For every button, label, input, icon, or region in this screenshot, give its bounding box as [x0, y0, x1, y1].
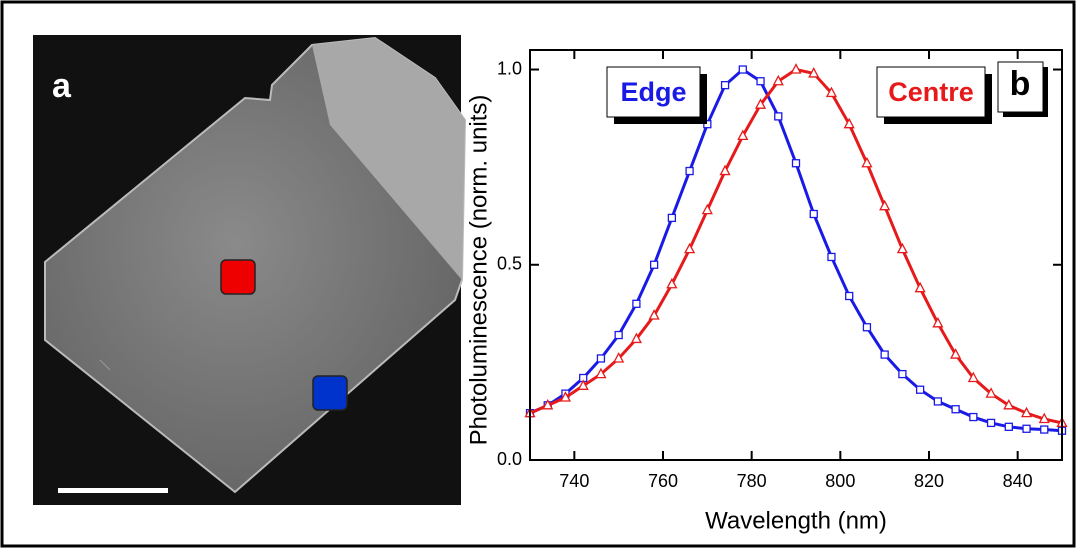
marker — [772, 74, 784, 86]
marker — [754, 98, 767, 109]
marker — [703, 120, 712, 129]
marker — [862, 323, 872, 332]
marker — [685, 166, 694, 176]
marker — [649, 260, 659, 269]
x-tick-label: 780 — [737, 471, 767, 491]
marker — [896, 242, 908, 254]
marker — [630, 332, 642, 344]
scale-bar — [58, 488, 168, 493]
marker — [667, 213, 677, 223]
marker — [951, 405, 960, 414]
x-tick-label: 760 — [648, 471, 678, 491]
plot-area — [524, 63, 1068, 435]
marker — [666, 277, 678, 289]
marker — [613, 352, 625, 363]
marker — [577, 379, 589, 390]
marker — [915, 385, 925, 394]
marker — [1040, 425, 1049, 434]
marker — [756, 77, 765, 86]
marker — [1038, 412, 1050, 424]
marker — [825, 86, 838, 98]
panel-label: a — [52, 67, 72, 105]
marker — [967, 371, 979, 383]
marker — [559, 391, 572, 402]
marker — [719, 164, 731, 176]
centre-marker — [220, 259, 256, 295]
marker — [1004, 422, 1013, 431]
marker — [845, 291, 854, 301]
marker — [914, 281, 926, 293]
marker — [932, 316, 944, 328]
marker — [701, 203, 713, 215]
marker — [985, 387, 997, 398]
edge-marker — [312, 375, 348, 411]
y-tick-label: 1.0 — [497, 58, 522, 78]
marker — [632, 299, 641, 308]
legend-label: Centre — [888, 77, 974, 107]
x-axis-label: Wavelength (nm) — [705, 507, 887, 534]
marker — [898, 369, 907, 379]
legend-box — [606, 66, 701, 118]
legend-label: Edge — [620, 77, 686, 107]
marker — [791, 159, 801, 168]
marker — [648, 309, 660, 320]
marker — [1022, 424, 1031, 433]
marker — [684, 242, 696, 254]
y-tick-label: 0.5 — [497, 254, 522, 274]
x-tick-label: 820 — [914, 471, 944, 491]
panel-label: b — [1010, 65, 1031, 103]
marker — [738, 65, 747, 74]
legend-box — [876, 66, 986, 118]
marker — [933, 397, 943, 406]
sem-image: a — [33, 35, 467, 505]
marker — [774, 112, 783, 121]
marker — [880, 350, 889, 359]
panel-label-box — [997, 61, 1044, 113]
marker — [1020, 406, 1033, 418]
marker — [969, 412, 978, 422]
marker — [614, 330, 623, 340]
marker — [542, 398, 554, 410]
marker — [808, 67, 820, 78]
marker — [827, 252, 836, 262]
marker — [809, 209, 818, 219]
x-tick-label: 800 — [825, 471, 855, 491]
plot-frame — [529, 49, 1063, 461]
y-axis-label: Photoluminescence (norm. units) — [465, 95, 492, 446]
x-tick-label: 840 — [1003, 471, 1033, 491]
y-tick-label: 0.0 — [497, 449, 522, 469]
marker — [596, 354, 606, 363]
marker — [950, 348, 962, 359]
marker — [595, 367, 607, 379]
marker — [843, 117, 855, 129]
marker — [737, 129, 749, 141]
marker — [861, 156, 873, 168]
marker — [1003, 398, 1015, 410]
marker — [720, 80, 730, 90]
x-tick-label: 740 — [559, 471, 589, 491]
marker — [790, 63, 802, 74]
marker — [879, 199, 891, 211]
marker — [986, 418, 996, 428]
